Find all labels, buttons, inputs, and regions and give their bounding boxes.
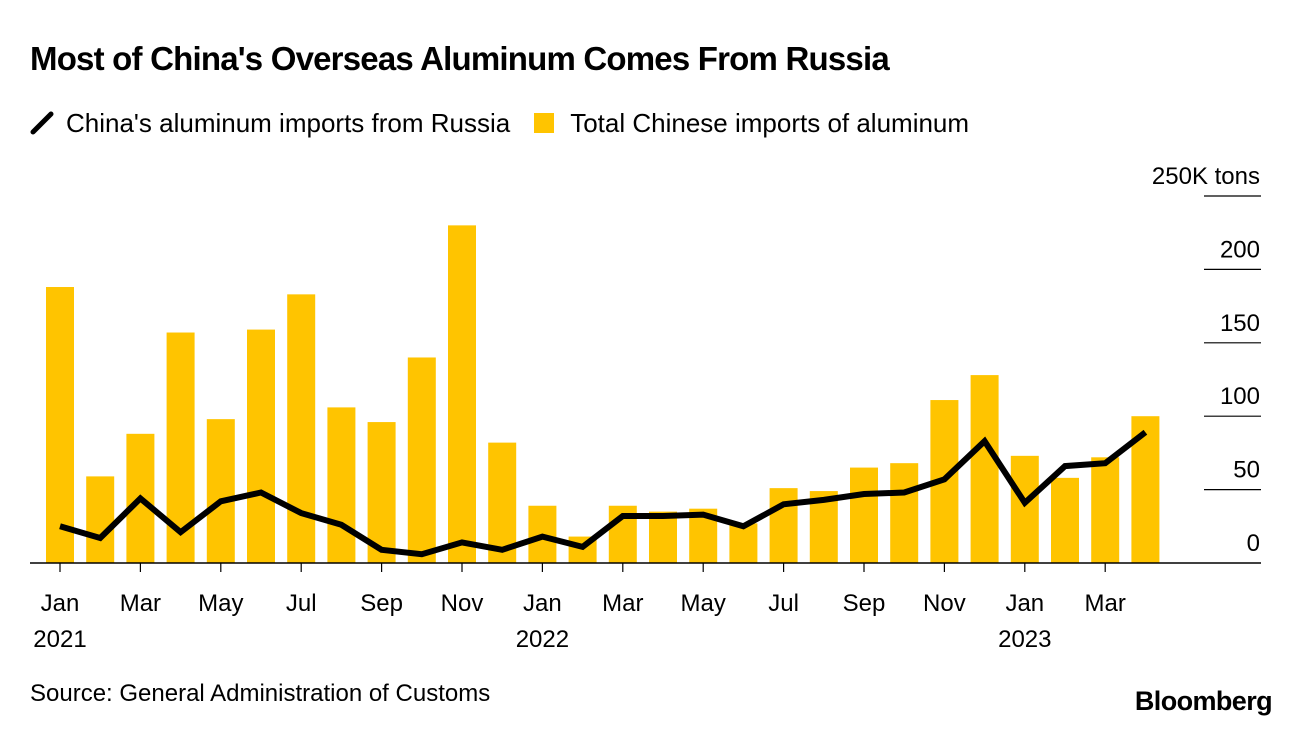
x-tick-label-month: Sep xyxy=(360,590,403,617)
x-tick-label-month: Jul xyxy=(286,590,317,617)
y-tick-label: 150 xyxy=(1220,310,1260,337)
legend-swatch-icon xyxy=(534,113,555,133)
bar xyxy=(327,407,356,563)
bar xyxy=(1091,457,1120,563)
x-tick-label-month: Nov xyxy=(441,590,484,617)
chart-plot: 250K tons 200 150 100 50 0 Jan 2021 Mar May Jul Sep… xyxy=(30,163,1261,653)
x-tick-label-month: Jul xyxy=(768,590,799,617)
bar xyxy=(367,422,396,563)
x-tick-label-year: 2021 xyxy=(33,626,86,653)
x-tick-label-month: Mar xyxy=(120,590,161,617)
bar xyxy=(247,329,275,563)
x-tick-label-year: 2023 xyxy=(998,626,1051,653)
legend: China's aluminum imports from Russia Tot… xyxy=(30,105,993,141)
y-tick-label: 200 xyxy=(1220,236,1260,263)
x-tick-label-month: Nov xyxy=(923,590,966,617)
bar xyxy=(448,225,476,564)
legend-label-total: Total Chinese imports of aluminum xyxy=(570,107,970,138)
bar xyxy=(1010,455,1039,563)
bar xyxy=(407,357,436,563)
y-tick-label: 100 xyxy=(1220,383,1260,410)
bar xyxy=(729,523,758,563)
y-tick-label: 0 xyxy=(1247,530,1260,557)
x-tick-label-month: May xyxy=(198,590,243,617)
bar xyxy=(488,442,517,563)
bar xyxy=(287,294,316,563)
legend-line-icon xyxy=(30,111,54,135)
bar xyxy=(850,467,878,563)
x-tick-label-month: Mar xyxy=(1085,590,1126,617)
chart-title: Most of China's Overseas Aluminum Comes … xyxy=(30,40,890,77)
russia-import-line xyxy=(59,429,1148,558)
x-tick-label-month: Jan xyxy=(523,590,562,617)
bloomberg-logo: Bloomberg xyxy=(1134,686,1273,716)
x-tick-label-month: Sep xyxy=(843,590,886,617)
bar xyxy=(46,287,74,563)
legend-item-total: Total Chinese imports of aluminum xyxy=(534,108,969,139)
x-tick-label-month: Jan xyxy=(1005,590,1044,617)
y-tick-label: 250K tons xyxy=(1152,163,1260,190)
source-note: Source: General Administration of Custom… xyxy=(30,680,491,707)
bar xyxy=(890,463,919,563)
y-tick-label: 50 xyxy=(1233,457,1260,484)
legend-item-russia: China's aluminum imports from Russia xyxy=(30,108,510,139)
x-tick-label-month: Mar xyxy=(602,590,643,617)
bar xyxy=(206,419,235,563)
bar xyxy=(86,476,115,563)
bar xyxy=(769,488,798,563)
x-tick-label-year: 2022 xyxy=(516,626,569,653)
bar xyxy=(649,511,677,563)
bar xyxy=(1051,477,1079,563)
legend-label-russia: China's aluminum imports from Russia xyxy=(66,107,511,138)
x-tick-label-month: May xyxy=(681,590,726,617)
bar xyxy=(970,375,999,563)
x-tick-label-month: Jan xyxy=(41,590,80,617)
